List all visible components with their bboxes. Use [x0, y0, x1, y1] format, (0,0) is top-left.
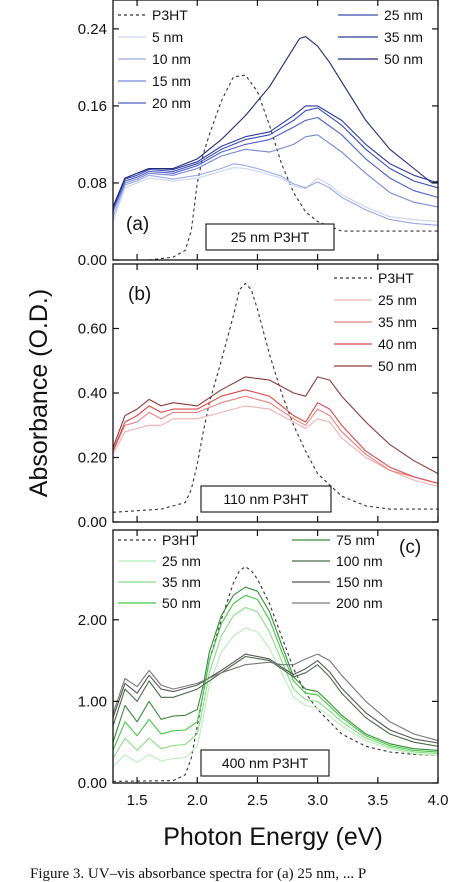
x-tick-label: 2.5	[247, 792, 268, 809]
legend-label-right: 50 nm	[384, 51, 423, 67]
panel-label: (b)	[128, 284, 151, 305]
series-group	[113, 282, 438, 513]
legend-label-right: 35 nm	[378, 314, 417, 330]
series-line-25-nm	[113, 107, 438, 208]
series-line-5-nm	[113, 167, 438, 223]
chart-panel-3: 1.5 2.0 2.5 3.0 3.5 4.0 0.00 1.00 2.00 (c) 400 nm …	[78, 529, 449, 809]
thickness-box-label: 400 nm P3HT	[222, 755, 309, 771]
legend-label-right: 150 nm	[336, 574, 383, 590]
series-line-150-nm	[113, 653, 438, 744]
series-line-35-nm	[113, 606, 438, 759]
thickness-box-label: 25 nm P3HT	[231, 229, 310, 245]
y-tick-label: 1.00	[78, 693, 107, 710]
plot-frame	[112, 0, 439, 261]
x-tick-label: 4.0	[428, 792, 449, 809]
series-line-p3ht	[113, 282, 438, 513]
series-line-25-nm	[113, 627, 438, 768]
y-tick-label: 0.00	[78, 252, 107, 269]
legend-label-left: 35 nm	[162, 574, 201, 590]
legend-label-left: 10 nm	[152, 51, 191, 67]
panel-label: (a)	[126, 214, 149, 235]
series-line-100-nm	[113, 655, 438, 747]
thickness-box	[200, 749, 330, 777]
series-line-15-nm	[113, 134, 438, 213]
y-tick-label: 2.00	[78, 612, 107, 629]
y-tick-label: 0.40	[78, 385, 107, 402]
legend-label-left: 20 nm	[152, 95, 191, 111]
chart-panel-1: 0.00 0.08 0.16 0.24 (a) 25 nm P3HT P3HT 5 nm 10 …	[78, 0, 439, 269]
legend-label-right: 75 nm	[336, 532, 375, 548]
series-line-10-nm	[113, 163, 438, 226]
legend-label-right: 200 nm	[336, 595, 383, 611]
legend-label-right: 50 nm	[378, 358, 417, 374]
legend-label-left: P3HT	[152, 7, 188, 23]
x-tick-label: 1.5	[127, 792, 148, 809]
series-line-25-nm	[113, 405, 438, 488]
plot-frame	[112, 529, 439, 784]
series-line-75-nm	[113, 586, 438, 751]
x-axis-title: Photon Energy (eV)	[163, 823, 383, 851]
series-line-50-nm	[113, 36, 438, 208]
y-tick-label: 0.60	[78, 321, 107, 338]
y-tick-label: 0.00	[78, 775, 107, 792]
y-tick-label: 0.24	[78, 21, 107, 38]
series-group	[113, 566, 438, 782]
panels: 0.00 0.08 0.16 0.24 (a) 25 nm P3HT P3HT 5 nm 10 …	[78, 0, 449, 809]
figure-caption: Figure 3. UV–vis absorbance spectra for …	[30, 866, 366, 882]
series-line-20-nm	[113, 116, 438, 211]
series-line-50-nm	[113, 376, 438, 475]
panel-label: (c)	[399, 537, 421, 558]
series-line-35-nm	[113, 395, 438, 484]
thickness-box	[205, 223, 335, 251]
legend-label-right: 40 nm	[378, 336, 417, 352]
x-tick-label: 2.0	[187, 792, 208, 809]
series-line-200-nm	[113, 653, 438, 742]
series-line-50-nm	[113, 594, 438, 753]
legend-label-right: 25 nm	[384, 7, 423, 23]
legend-label-left: 15 nm	[152, 73, 191, 89]
y-tick-label: 0.00	[78, 514, 107, 531]
y-axis-title: Absorbance (O.D.)	[25, 289, 53, 497]
thickness-box-label: 110 nm P3HT	[223, 491, 309, 507]
y-tick-label: 0.08	[78, 175, 107, 192]
legend-label-right: 25 nm	[378, 292, 417, 308]
legend-label-right: 100 nm	[336, 553, 383, 569]
legend-label-left: P3HT	[162, 532, 198, 548]
legend-label-left: 5 nm	[152, 29, 183, 45]
chart-panel-2: 0.00 0.20 0.40 0.60 (b) 110 nm P3HT P3HT 25 nm 3…	[78, 263, 439, 531]
legend-label-left: 50 nm	[162, 595, 201, 611]
legend-label-left: 25 nm	[162, 553, 201, 569]
x-tick-label: 3.5	[367, 792, 388, 809]
y-tick-label: 0.20	[78, 450, 107, 467]
legend-label-right: 35 nm	[384, 29, 423, 45]
thickness-box	[200, 485, 332, 513]
series-line-40-nm	[113, 389, 438, 484]
legend-label-right: P3HT	[378, 270, 414, 286]
x-tick-label: 3.0	[307, 792, 328, 809]
y-tick-label: 0.16	[78, 98, 107, 115]
